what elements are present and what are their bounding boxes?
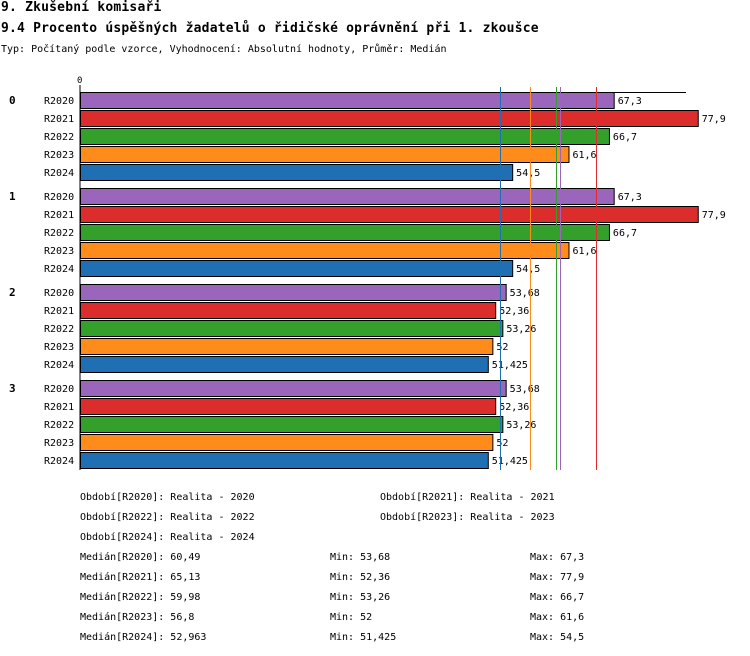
min-r2023: Min: 52 xyxy=(330,612,373,623)
data-label: 77,9 xyxy=(702,210,726,221)
bar-r2024-group-1 xyxy=(80,260,514,277)
data-label: 52,36 xyxy=(499,306,529,317)
row-label: R2022 xyxy=(44,324,74,335)
row-label: R2020 xyxy=(44,96,74,107)
bar-r2022-group-1 xyxy=(80,224,610,241)
group-label-2: 2 xyxy=(9,286,16,299)
row-label: R2022 xyxy=(44,132,74,143)
legend-period-r2021: Období[R2021]: Realita - 2021 xyxy=(380,492,555,503)
min-r2021: Min: 52,36 xyxy=(330,572,391,583)
median-r2024: Medián[R2024]: 52,963 xyxy=(80,632,207,643)
data-label: 67,3 xyxy=(618,96,642,107)
data-label: 54,5 xyxy=(516,264,540,275)
row-label: R2023 xyxy=(44,342,74,353)
bar-r2021-group-0 xyxy=(80,110,699,127)
data-label: 61,6 xyxy=(572,246,596,257)
data-label: 66,7 xyxy=(613,132,637,143)
data-label: 54,5 xyxy=(516,168,540,179)
chart-info: Typ: Počítaný podle vzorce, Vyhodnocení:… xyxy=(1,44,447,55)
bar-r2022-group-0 xyxy=(80,128,610,145)
max-r2020: Max: 67,3 xyxy=(530,552,585,563)
row-label: R2021 xyxy=(44,114,74,125)
median-r2021: Medián[R2021]: 65,13 xyxy=(80,572,201,583)
row-label: R2024 xyxy=(44,264,74,275)
data-label: 52 xyxy=(496,342,508,353)
bar-r2020-group-1 xyxy=(80,188,615,205)
row-label: R2023 xyxy=(44,150,74,161)
bar-r2021-group-1 xyxy=(80,206,699,223)
group-label-3: 3 xyxy=(9,382,16,395)
row-label: R2024 xyxy=(44,456,74,467)
row-label: R2024 xyxy=(44,360,74,371)
row-label: R2020 xyxy=(44,192,74,203)
min-r2024: Min: 51,425 xyxy=(330,632,397,643)
data-label: 66,7 xyxy=(613,228,637,239)
max-r2021: Max: 77,9 xyxy=(530,572,585,583)
median-r2023: Medián[R2023]: 56,8 xyxy=(80,612,195,623)
bar-r2021-group-3 xyxy=(80,398,497,415)
legend-period-r2024: Období[R2024]: Realita - 2024 xyxy=(80,532,255,543)
min-r2020: Min: 53,68 xyxy=(330,552,391,563)
data-label: 61,6 xyxy=(572,150,596,161)
group-label-0: 0 xyxy=(9,94,16,107)
bar-r2024-group-0 xyxy=(80,164,514,181)
data-label: 52 xyxy=(496,438,508,449)
max-r2024: Max: 54,5 xyxy=(530,632,585,643)
bar-r2023-group-2 xyxy=(80,338,494,355)
median-r2020: Medián[R2020]: 60,49 xyxy=(80,552,201,563)
bar-r2022-group-3 xyxy=(80,416,504,433)
bar-r2020-group-0 xyxy=(80,92,615,109)
section-title: 9. Zkušební komisaři xyxy=(1,0,162,15)
min-r2022: Min: 53,26 xyxy=(330,592,391,603)
row-label: R2021 xyxy=(44,402,74,413)
max-r2023: Max: 61,6 xyxy=(530,612,585,623)
max-r2022: Max: 66,7 xyxy=(530,592,585,603)
bar-r2022-group-2 xyxy=(80,320,504,337)
bar-r2024-group-2 xyxy=(80,356,489,373)
data-label: 53,26 xyxy=(506,324,536,335)
bar-r2020-group-3 xyxy=(80,380,507,397)
bar-r2020-group-2 xyxy=(80,284,507,301)
row-label: R2020 xyxy=(44,288,74,299)
bar-r2024-group-3 xyxy=(80,452,489,469)
data-label: 51,425 xyxy=(492,456,528,467)
row-label: R2022 xyxy=(44,420,74,431)
data-label: 53,68 xyxy=(510,288,540,299)
data-label: 51,425 xyxy=(492,360,528,371)
row-label: R2023 xyxy=(44,246,74,257)
axis-zero-label: 0 xyxy=(77,76,82,86)
data-label: 53,68 xyxy=(510,384,540,395)
row-label: R2023 xyxy=(44,438,74,449)
median-r2022: Medián[R2022]: 59,98 xyxy=(80,592,201,603)
bar-r2023-group-3 xyxy=(80,434,494,451)
row-label: R2021 xyxy=(44,210,74,221)
legend-period-r2020: Období[R2020]: Realita - 2020 xyxy=(80,492,255,503)
chart-title: 9.4 Procento úspěšných žadatelů o řidičs… xyxy=(1,21,539,36)
data-label: 77,9 xyxy=(702,114,726,125)
data-label: 53,26 xyxy=(506,420,536,431)
bar-r2023-group-0 xyxy=(80,146,570,163)
row-label: R2022 xyxy=(44,228,74,239)
group-label-1: 1 xyxy=(9,190,16,203)
row-label: R2021 xyxy=(44,306,74,317)
bar-r2023-group-1 xyxy=(80,242,570,259)
data-label: 67,3 xyxy=(618,192,642,203)
row-label: R2020 xyxy=(44,384,74,395)
data-label: 52,36 xyxy=(499,402,529,413)
legend-period-r2022: Období[R2022]: Realita - 2022 xyxy=(80,512,255,523)
legend-period-r2023: Období[R2023]: Realita - 2023 xyxy=(380,512,555,523)
bar-r2021-group-2 xyxy=(80,302,497,319)
row-label: R2024 xyxy=(44,168,74,179)
